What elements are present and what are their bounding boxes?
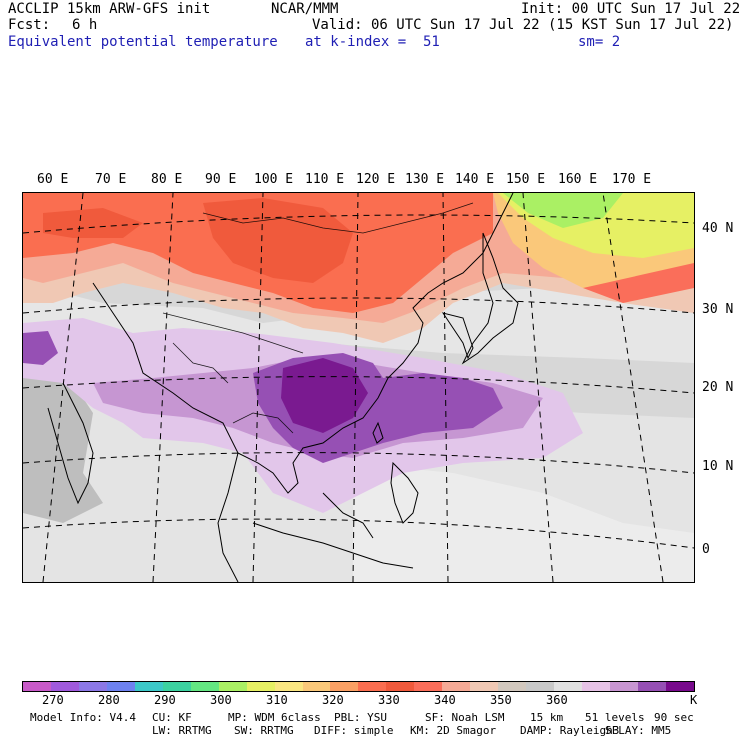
longitude-label: 70 E: [95, 172, 127, 187]
colorbar-swatch: [637, 682, 666, 691]
colorbar-swatch: [50, 682, 79, 691]
equivalent-potential-temperature-map: [22, 192, 695, 583]
model-info-item: CU: KF: [152, 711, 192, 724]
longitude-label: 170 E: [612, 172, 652, 187]
colorbar-tick-label: 270: [42, 693, 64, 707]
colorbar-swatch: [554, 682, 583, 691]
colorbar-swatch: [162, 682, 191, 691]
latitude-label: 20 N: [702, 380, 734, 395]
colorbar-tick-label: 290: [154, 693, 176, 707]
colorbar-swatch: [582, 682, 611, 691]
model-info-item: MP: WDM 6class: [228, 711, 321, 724]
longitude-label: 100 E: [254, 172, 294, 187]
colorbar-swatch: [358, 682, 387, 691]
colorbar-swatch: [386, 682, 415, 691]
field-name: Equivalent potential temperature: [8, 34, 278, 50]
longitude-label: 140 E: [455, 172, 495, 187]
model-info-item: PBL: YSU: [334, 711, 387, 724]
model-info-item: KM: 2D Smagor: [410, 724, 497, 737]
latitude-label: 10 N: [702, 459, 734, 474]
model-info-item: Model Info: V4.4: [30, 711, 136, 724]
colorbar-swatch: [246, 682, 275, 691]
model-info-item: 90 sec: [654, 711, 694, 724]
model-info-item: 51 levels: [585, 711, 645, 724]
longitude-label: 110 E: [305, 172, 345, 187]
colorbar-swatch: [526, 682, 555, 691]
colorbar-swatch: [23, 682, 51, 691]
longitude-label: 90 E: [205, 172, 237, 187]
model-title: ACCLIP 15km ARW-GFS init: [8, 1, 211, 17]
map-panel: [22, 192, 695, 583]
model-info-item: LW: RRTMG: [152, 724, 212, 737]
colorbar-tick-label: 360: [546, 693, 568, 707]
colorbar-tick-label: 330: [378, 693, 400, 707]
longitude-label: 60 E: [37, 172, 69, 187]
longitude-label: 160 E: [558, 172, 598, 187]
longitude-label: 80 E: [151, 172, 183, 187]
smoothing-label: sm= 2: [578, 34, 621, 50]
colorbar-swatch: [414, 682, 443, 691]
colorbar-swatch: [274, 682, 303, 691]
organization-label: NCAR/MMM: [271, 1, 339, 17]
colorbar-swatch: [134, 682, 163, 691]
longitude-label: 130 E: [405, 172, 445, 187]
colorbar-unit: K: [690, 693, 698, 707]
colorbar: [22, 681, 695, 692]
latitude-label: 30 N: [702, 302, 734, 317]
longitude-label: 150 E: [506, 172, 546, 187]
init-time: Init: 00 UTC Sun 17 Jul 22: [521, 1, 740, 17]
colorbar-swatch: [190, 682, 219, 691]
model-info-item: SFLAY: MM5: [605, 724, 672, 737]
colorbar-tick-label: 350: [490, 693, 512, 707]
colorbar-swatch: [442, 682, 471, 691]
colorbar-swatch: [470, 682, 499, 691]
level-index: at k-index = 51: [305, 34, 440, 50]
colorbar-tick-label: 320: [322, 693, 344, 707]
colorbar-swatch: [610, 682, 638, 691]
model-info-item: DAMP: Rayleigh3: [520, 724, 620, 737]
longitude-label: 120 E: [356, 172, 396, 187]
colorbar-swatch: [302, 682, 331, 691]
colorbar-swatch: [218, 682, 247, 691]
model-info-item: SF: Noah LSM: [425, 711, 505, 724]
valid-time: Valid: 06 UTC Sun 17 Jul 22 (15 KST Sun …: [312, 17, 734, 33]
colorbar-swatch: [78, 682, 107, 691]
latitude-label: 40 N: [702, 221, 734, 236]
model-info-item: SW: RRTMG: [234, 724, 294, 737]
colorbar-tick-label: 300: [210, 693, 232, 707]
model-info-item: DIFF: simple: [314, 724, 394, 737]
model-info-item: 15 km: [530, 711, 564, 724]
colorbar-swatch: [498, 682, 527, 691]
colorbar-swatch: [665, 682, 694, 691]
colorbar-swatch: [106, 682, 135, 691]
forecast-label: Fcst:: [8, 17, 51, 33]
colorbar-tick-label: 310: [266, 693, 288, 707]
colorbar-tick-label: 280: [98, 693, 120, 707]
colorbar-swatch: [330, 682, 359, 691]
colorbar-tick-label: 340: [434, 693, 456, 707]
forecast-hour: 6 h: [72, 17, 98, 33]
latitude-label: 0: [702, 542, 710, 557]
